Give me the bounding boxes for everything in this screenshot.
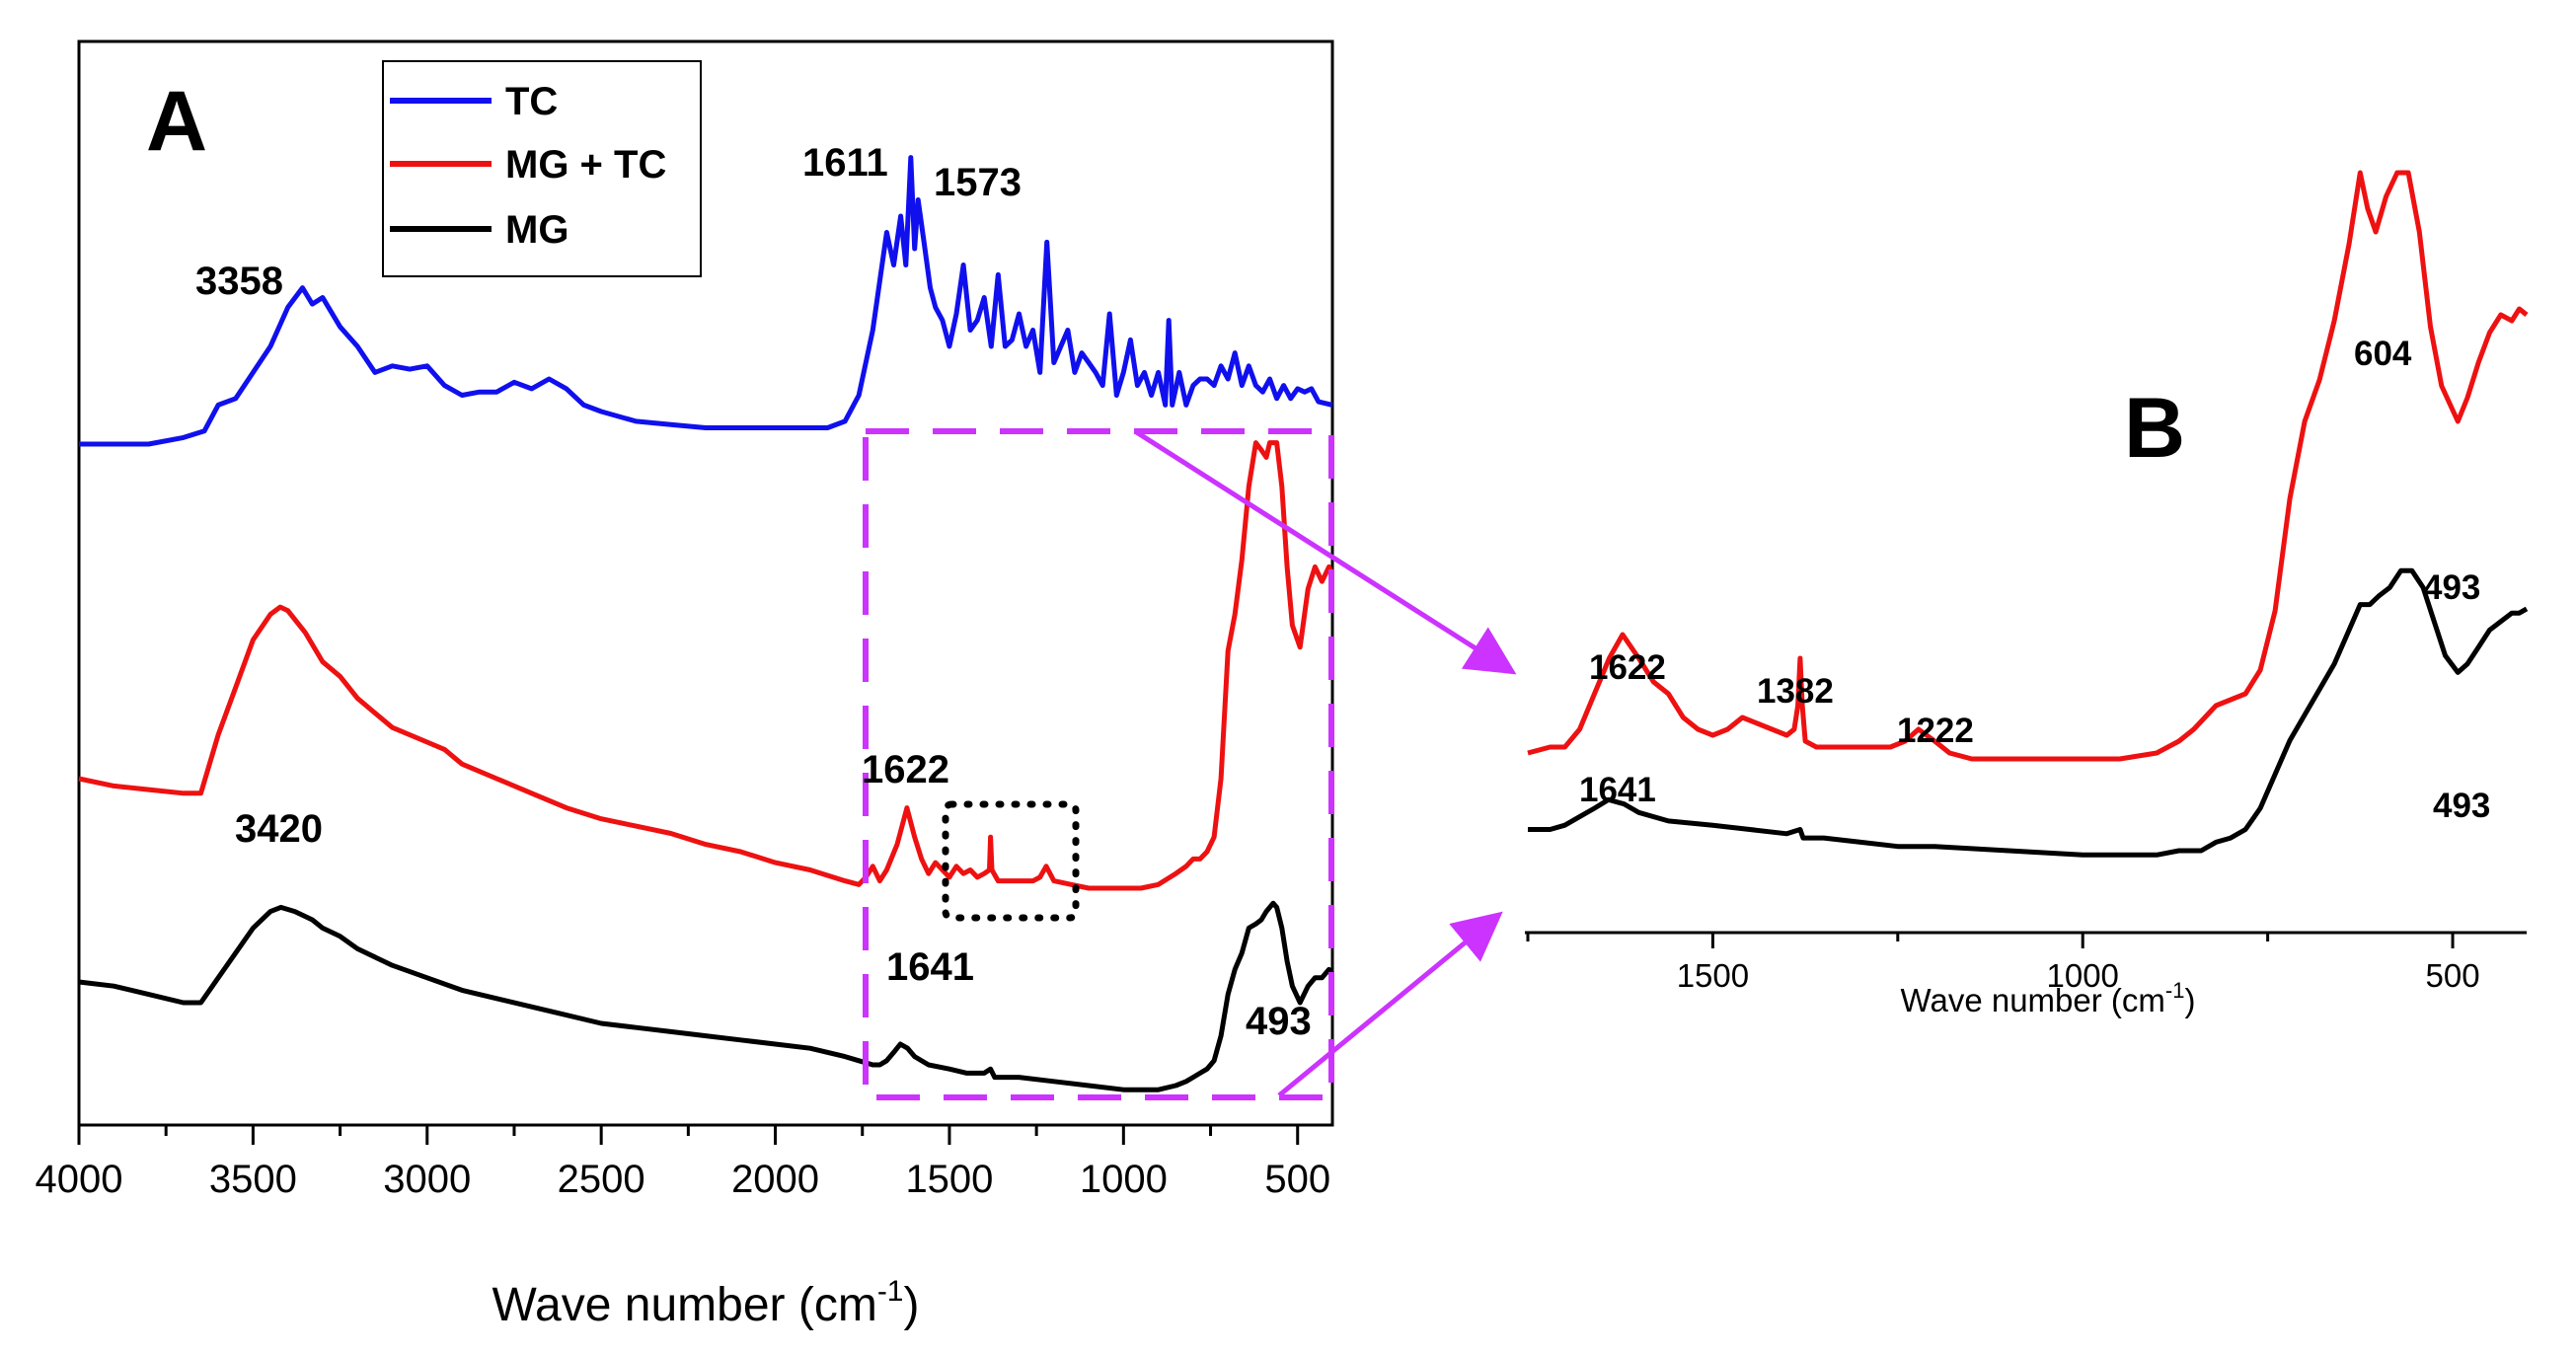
series-line-mg-tc	[78, 440, 1335, 891]
x-axis-label-b: Wave number (cm-1)	[1901, 978, 2196, 1018]
panel-b: B 604 493 1622 1382 1222 1641 493 1500 10…	[1525, 170, 2529, 1018]
x-tick-label-a: 1500	[905, 1158, 993, 1201]
x-tick-label-a: 4000	[36, 1158, 123, 1201]
legend-label-mg-tc: MG + TC	[505, 143, 666, 187]
peak-label-604-zoom: 604	[2354, 335, 2412, 373]
x-tick-label-a: 2500	[558, 1158, 645, 1201]
x-tick-label-b: 1500	[1677, 957, 1749, 994]
peak-label-1573: 1573	[934, 161, 1022, 204]
peak-label-1222-zoom: 1222	[1897, 712, 1974, 750]
x-tick-label-a: 3000	[383, 1158, 471, 1201]
inset-region-box	[942, 800, 1080, 922]
series-line-tc	[79, 155, 1333, 447]
peak-label-493-zoom-red: 493	[2423, 568, 2480, 607]
peak-label-1611: 1611	[802, 141, 888, 185]
peak-label-1382-zoom: 1382	[1757, 672, 1834, 711]
x-tick-label-a: 500	[1264, 1158, 1330, 1201]
x-axis-b: 1500 1000 500	[1526, 933, 2480, 994]
x-tick-label-a: 1000	[1080, 1158, 1168, 1201]
x-tick-label-b: 500	[2426, 957, 2480, 994]
series-line-mg-zoom	[1528, 567, 2529, 858]
x-tick-label-a: 2000	[731, 1158, 819, 1201]
series-line-mg-tc-zoom	[1527, 170, 2529, 762]
panel-a: A TC MG + TC MG 3358 1611 1573 1622 3420…	[36, 39, 1335, 1331]
x-tick-label-a: 3500	[209, 1158, 297, 1201]
x-tick-label-b: 1000	[2047, 957, 2119, 994]
zoom-region-box	[863, 428, 1334, 1100]
legend: TC MG + TC MG	[382, 60, 702, 277]
panel-a-letter: A	[146, 74, 207, 169]
peak-label-493-zoom-black: 493	[2433, 787, 2490, 825]
series-line-mg	[78, 900, 1334, 1092]
peak-label-1622: 1622	[862, 748, 949, 791]
x-axis-label-a: Wave number (cm-1)	[492, 1275, 920, 1331]
legend-label-mg: MG	[505, 208, 568, 252]
legend-box	[382, 60, 702, 277]
peak-label-1622-zoom: 1622	[1589, 648, 1666, 687]
peak-label-1641: 1641	[886, 945, 974, 989]
peak-label-3420: 3420	[235, 807, 323, 851]
panel-a-frame	[77, 39, 1334, 1127]
zoom-arrow-top	[1133, 428, 1517, 675]
peak-label-3358: 3358	[195, 260, 283, 303]
legend-label-tc: TC	[505, 80, 558, 123]
zoom-arrow-bottom	[1277, 911, 1503, 1097]
peak-label-1641-zoom: 1641	[1579, 771, 1656, 809]
peak-label-493: 493	[1246, 1000, 1312, 1043]
x-axis-a: 4000 3500 3000 2500 2000 1500 1000 500	[36, 1125, 1330, 1201]
panel-b-letter: B	[2124, 381, 2185, 476]
